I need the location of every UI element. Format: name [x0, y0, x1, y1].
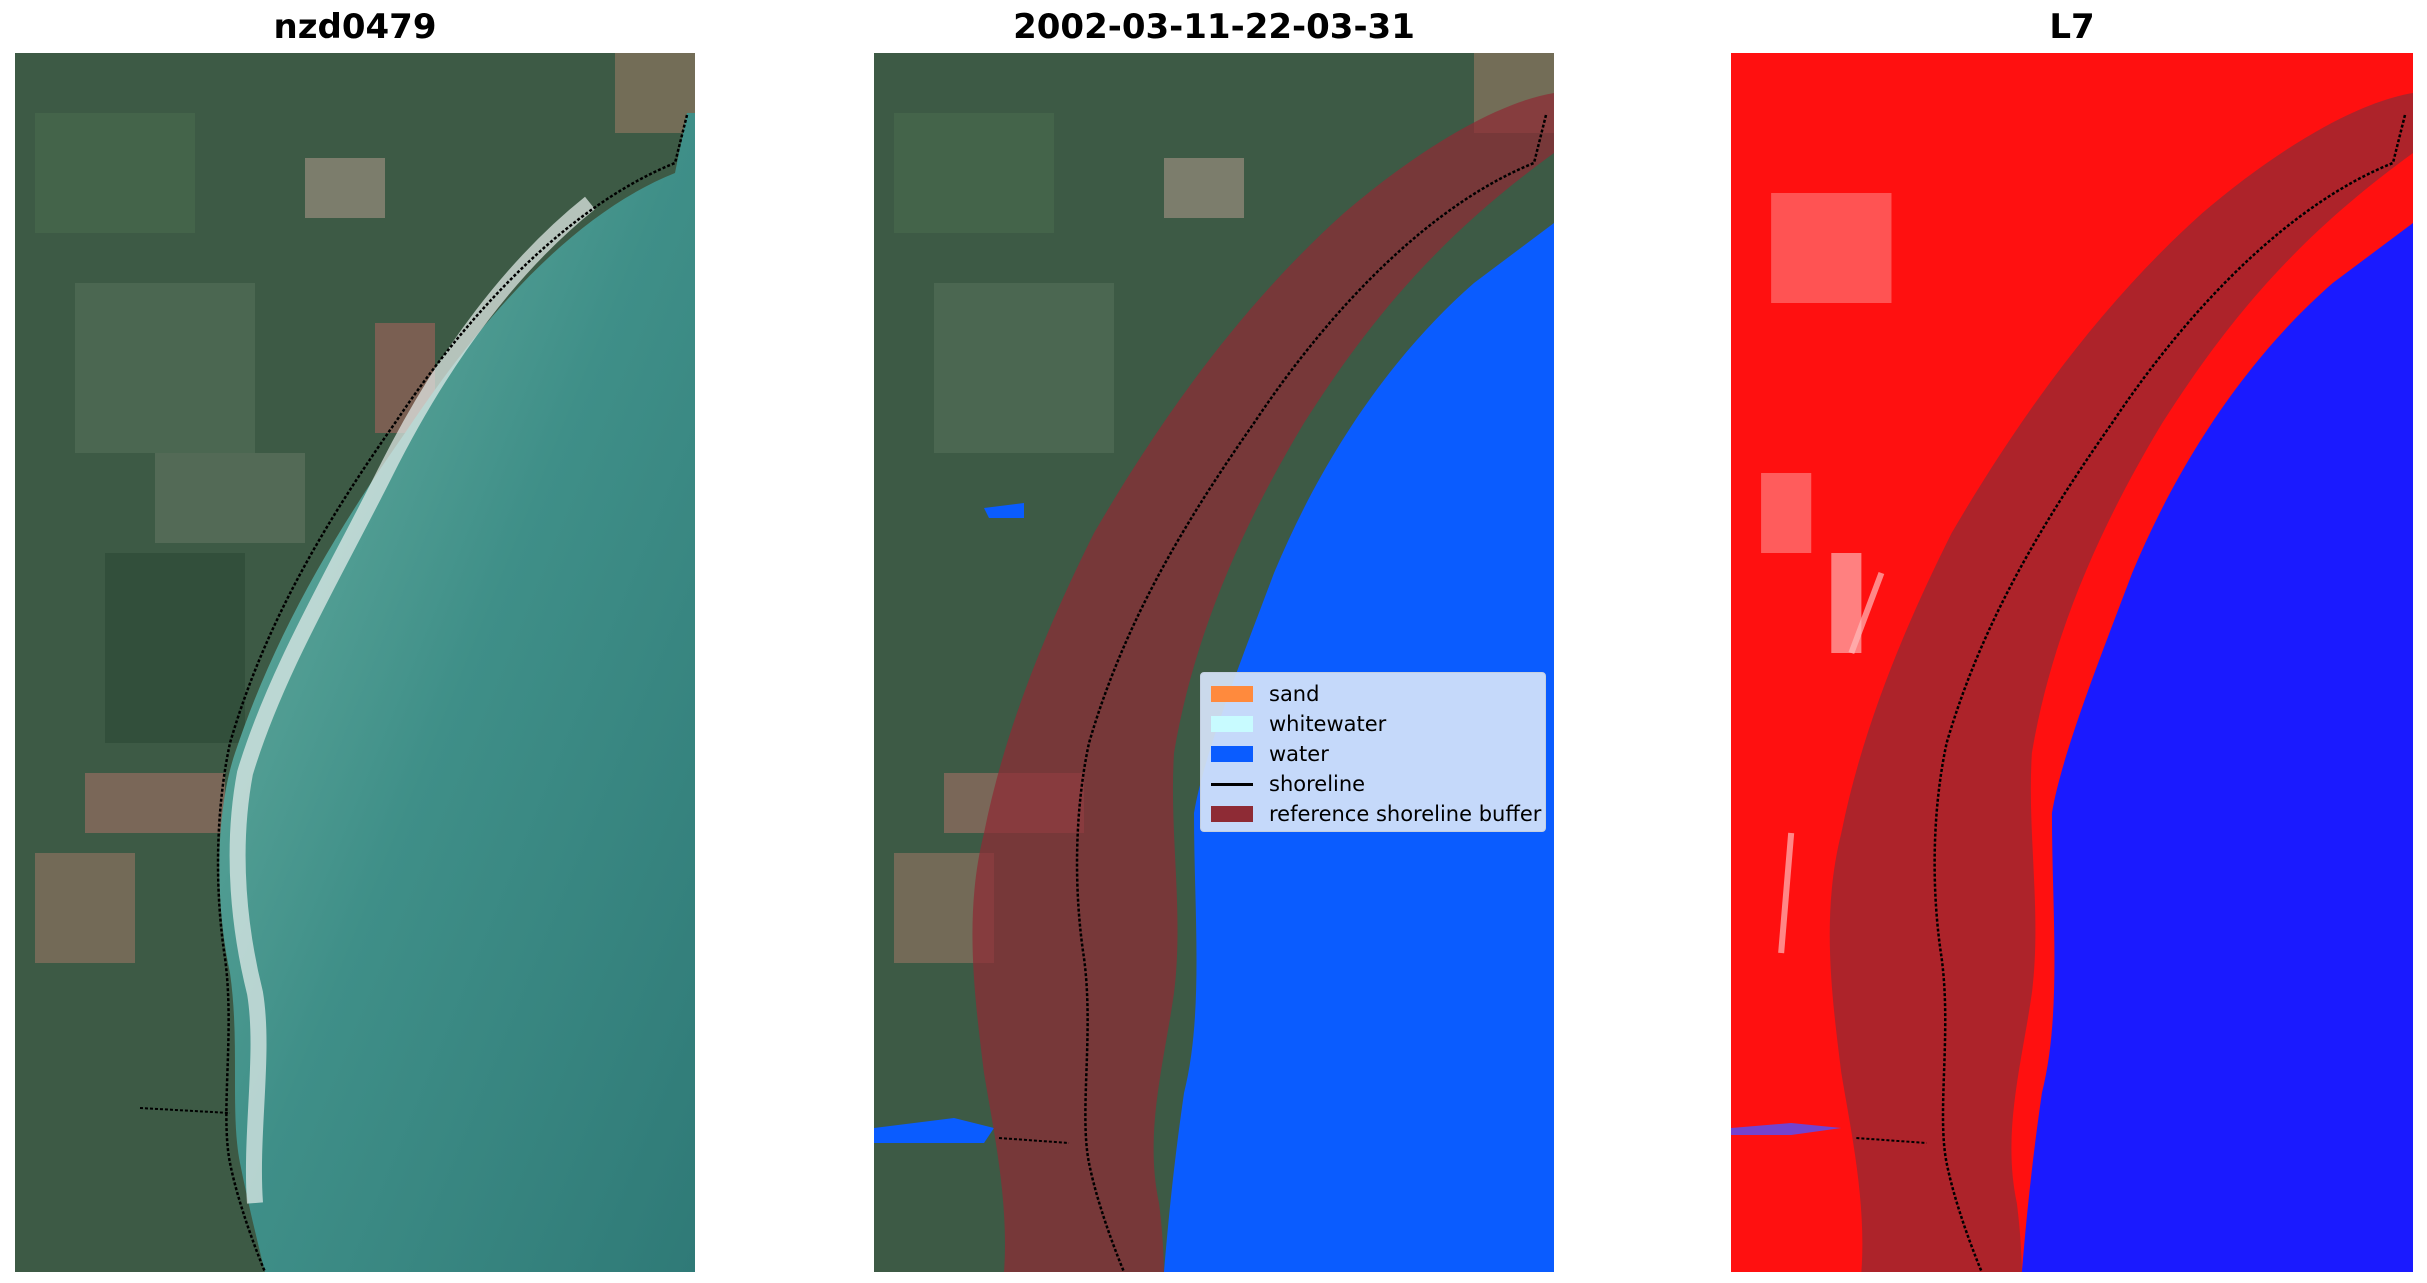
- legend-item-buffer: reference shoreline buffer: [1211, 799, 1541, 829]
- sand-swatch: [1211, 686, 1253, 702]
- legend-item-shoreline: shoreline: [1211, 769, 1535, 799]
- legend-item-whitewater: whitewater: [1211, 709, 1535, 739]
- whitewater-swatch: [1211, 716, 1253, 732]
- classified-image: [874, 53, 1554, 1272]
- rgb-image-panel: [15, 53, 695, 1272]
- shoreline-swatch: [1211, 782, 1253, 786]
- legend-label: sand: [1269, 682, 1320, 706]
- water-swatch: [1211, 746, 1253, 762]
- buffer-swatch: [1211, 806, 1253, 822]
- rgb-image: [15, 53, 695, 1272]
- classified-image-panel: [874, 53, 1554, 1272]
- legend-label: reference shoreline buffer: [1269, 802, 1542, 826]
- legend: sand whitewater water shoreline referenc…: [1200, 672, 1546, 832]
- legend-label: whitewater: [1269, 712, 1387, 736]
- mndwi-image-panel: [1731, 53, 2413, 1272]
- legend-item-water: water: [1211, 739, 1535, 769]
- panel-title-sensor: L7: [2049, 7, 2095, 47]
- panel-title-rgb: nzd0479: [273, 7, 437, 47]
- legend-item-sand: sand: [1211, 679, 1535, 709]
- legend-label: water: [1269, 742, 1329, 766]
- panel-title-date: 2002-03-11-22-03-31: [1013, 7, 1415, 47]
- mndwi-image: [1731, 53, 2413, 1272]
- legend-label: shoreline: [1269, 772, 1366, 796]
